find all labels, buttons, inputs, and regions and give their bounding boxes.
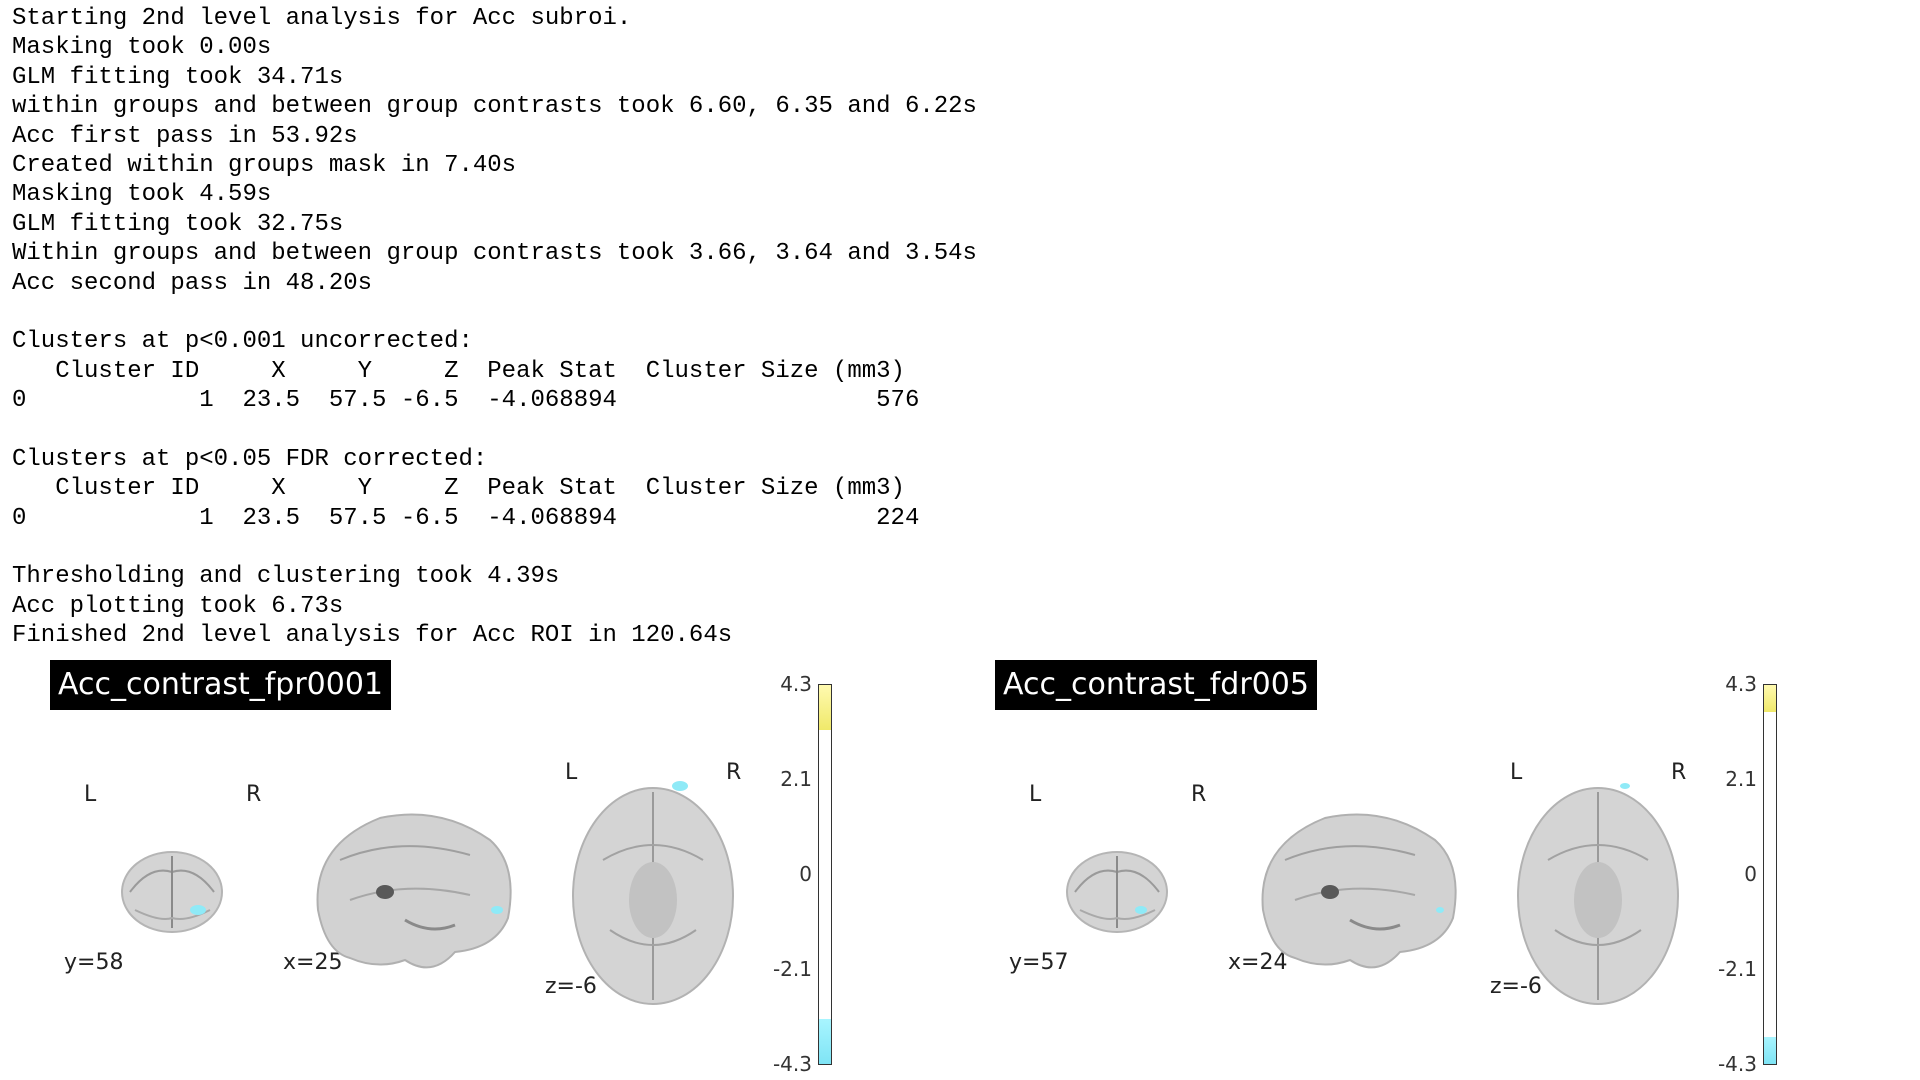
console-line (12, 298, 977, 327)
console-line: Acc first pass in 53.92s (12, 122, 358, 150)
console-line: GLM fitting took 34.71s (12, 63, 344, 91)
colorbar-positive-segment (1764, 685, 1776, 712)
coronal-right-label: R (246, 782, 262, 807)
axial-left-label: L (565, 760, 578, 785)
console-output: Starting 2nd level analysis for Acc subr… (12, 4, 977, 651)
colorbar-tick: -4.3 (772, 1052, 812, 1076)
colorbar-tick: 0 (799, 862, 812, 886)
colorbar-negative-segment (1764, 1037, 1776, 1064)
console-line: Clusters at p<0.001 uncorrected: (12, 328, 473, 356)
panel-title: Acc_contrast_fdr005 (995, 660, 1317, 710)
coronal-left-label: L (1029, 782, 1042, 807)
console-line: Masking took 0.00s (12, 34, 272, 62)
colorbar-negative-segment (819, 1019, 831, 1064)
colorbar-tick: 0 (1744, 862, 1757, 886)
axial-slice (1517, 783, 1679, 1005)
console-line: Cluster ID X Y Z Peak Stat Cluster Size … (12, 475, 905, 503)
colorbar (818, 684, 832, 1065)
axial-left-label: L (1510, 760, 1523, 785)
console-line: Starting 2nd level analysis for Acc subr… (12, 5, 632, 32)
plot-panel-fdr005: Acc_contrast_fdr005 L R L R y=57 x=24 z=… (945, 660, 1845, 1080)
console-line (12, 533, 977, 562)
console-line: Masking took 4.59s (12, 181, 272, 209)
sagittal-slice (316, 813, 512, 969)
colorbar-tick: -2.1 (772, 957, 812, 981)
console-line: Cluster ID X Y Z Peak Stat Cluster Size … (12, 357, 905, 385)
sagittal-coord-label: x=24 (1228, 950, 1288, 975)
console-line: Acc plotting took 6.73s (12, 592, 344, 620)
console-line: Acc second pass in 48.20s (12, 269, 373, 297)
axial-coord-label: z=-6 (1490, 974, 1542, 999)
panel-title: Acc_contrast_fpr0001 (50, 660, 392, 710)
colorbar-tick: 2.1 (1725, 767, 1757, 791)
coronal-left-label: L (84, 782, 97, 807)
sagittal-coord-label: x=25 (283, 950, 343, 975)
console-line: Finished 2nd level analysis for Acc ROI … (12, 622, 733, 650)
colorbar-tick: -2.1 (1717, 957, 1757, 981)
console-line: Thresholding and clustering took 4.39s (12, 563, 560, 591)
colorbar-tick: 4.3 (780, 672, 812, 696)
colorbar-tick: 4.3 (1725, 672, 1757, 696)
axial-slice (572, 781, 734, 1005)
sagittal-slice (1261, 813, 1457, 969)
console-line: GLM fitting took 32.75s (12, 210, 344, 238)
axial-coord-label: z=-6 (545, 974, 597, 999)
coronal-slice (1066, 851, 1168, 933)
coronal-coord-label: y=58 (64, 950, 124, 975)
colorbar-positive-segment (819, 685, 831, 730)
console-line: within groups and between group contrast… (12, 93, 977, 121)
console-line: Within groups and between group contrast… (12, 240, 977, 268)
console-line: 0 1 23.5 57.5 -6.5 -4.068894 576 (12, 387, 920, 415)
axial-right-label: R (1671, 760, 1687, 785)
brain-slices (121, 781, 734, 1005)
axial-right-label: R (726, 760, 742, 785)
plot-panel-fpr0001: Acc_contrast_fpr0001 L R L R y=58 x=25 z… (0, 660, 900, 1080)
colorbar-tick: 2.1 (780, 767, 812, 791)
coronal-right-label: R (1191, 782, 1207, 807)
console-line: 0 1 23.5 57.5 -6.5 -4.068894 224 (12, 504, 920, 532)
colorbar-tick: -4.3 (1717, 1052, 1757, 1076)
console-line: Created within groups mask in 7.40s (12, 151, 517, 179)
console-line (12, 415, 977, 444)
brain-slices (1066, 783, 1679, 1005)
console-line: Clusters at p<0.05 FDR corrected: (12, 445, 488, 473)
colorbar (1763, 684, 1777, 1065)
coronal-slice (121, 851, 223, 933)
coronal-coord-label: y=57 (1009, 950, 1069, 975)
